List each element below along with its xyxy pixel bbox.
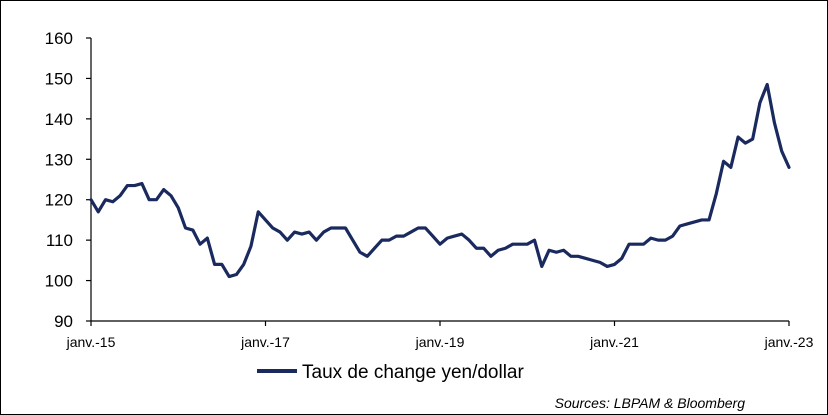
source-label: Sources: LBPAM & Bloomberg bbox=[555, 395, 746, 411]
legend: Taux de change yen/dollar bbox=[257, 362, 524, 383]
y-axis: 90 100 110 120 130 140 150 160 bbox=[45, 29, 92, 331]
y-tick-label: 160 bbox=[45, 29, 73, 48]
y-tick-label: 90 bbox=[54, 312, 73, 331]
y-tick-label: 150 bbox=[45, 69, 73, 88]
x-tick-label: janv.-19 bbox=[415, 334, 465, 350]
x-tick-label: janv.-15 bbox=[66, 334, 116, 350]
x-tick-label: janv.-23 bbox=[764, 334, 814, 350]
y-tick-label: 110 bbox=[46, 231, 73, 250]
y-tick-label: 100 bbox=[45, 272, 73, 291]
x-tick-label: janv.-21 bbox=[589, 334, 639, 350]
y-tick-label: 130 bbox=[45, 150, 73, 169]
y-tick-label: 140 bbox=[45, 110, 73, 129]
series-line bbox=[89, 82, 791, 279]
series-layer bbox=[89, 82, 791, 279]
x-tick-label: janv.-17 bbox=[240, 334, 290, 350]
legend-label: Taux de change yen/dollar bbox=[302, 362, 524, 383]
x-axis: janv.-15 janv.-17 janv.-19 janv.-21 janv.-23 bbox=[66, 320, 814, 350]
y-tick-label: 120 bbox=[45, 191, 73, 210]
